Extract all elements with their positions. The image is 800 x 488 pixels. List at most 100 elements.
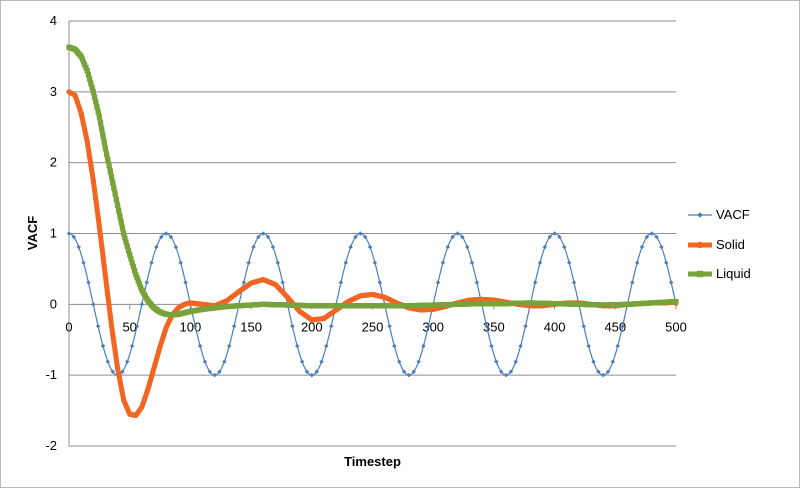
data-point	[88, 162, 94, 168]
data-point	[82, 62, 88, 68]
data-point	[80, 121, 87, 128]
data-point	[120, 369, 125, 374]
data-point	[445, 244, 450, 250]
data-point	[94, 205, 100, 211]
data-point	[135, 278, 141, 284]
data-point	[610, 359, 616, 364]
data-point	[639, 244, 645, 250]
data-point	[450, 234, 455, 240]
data-point	[523, 324, 528, 329]
data-point	[489, 343, 494, 349]
data-point	[153, 356, 160, 363]
data-point	[469, 260, 475, 265]
data-point	[128, 256, 134, 262]
data-point	[88, 80, 94, 86]
data-point	[127, 252, 133, 258]
legend-item-vacf: VACF	[688, 207, 750, 222]
data-point	[79, 116, 85, 122]
data-point	[110, 369, 115, 374]
data-point	[338, 280, 344, 285]
data-point	[111, 339, 117, 346]
data-point	[309, 372, 314, 378]
series-group	[66, 44, 679, 419]
data-point	[562, 244, 567, 250]
data-point	[97, 233, 104, 239]
data-point	[114, 202, 121, 208]
data-point	[518, 343, 523, 349]
data-point	[89, 169, 95, 176]
data-point	[100, 343, 106, 349]
data-point	[90, 89, 96, 95]
data-point	[343, 260, 348, 265]
data-point	[105, 359, 111, 364]
data-point	[122, 235, 128, 241]
data-point	[620, 324, 625, 329]
data-point	[78, 53, 84, 60]
data-point	[101, 139, 107, 145]
data-point	[147, 378, 153, 384]
data-point	[392, 343, 397, 349]
data-point	[329, 324, 334, 329]
x-tick-label: 300	[422, 319, 444, 334]
data-point	[416, 359, 421, 364]
data-point	[202, 359, 208, 364]
data-point	[532, 280, 538, 285]
data-point	[547, 234, 552, 240]
legend-label: Liquid	[716, 266, 751, 281]
data-point	[227, 343, 232, 349]
data-point	[106, 303, 112, 309]
data-point	[673, 298, 679, 305]
data-point	[581, 324, 586, 329]
data-point	[654, 234, 659, 240]
data-point	[280, 280, 285, 285]
data-point	[129, 260, 135, 266]
data-point	[319, 359, 324, 364]
data-point	[138, 284, 144, 290]
data-point	[93, 99, 99, 105]
data-point	[116, 371, 122, 378]
data-point	[82, 127, 88, 133]
data-point	[123, 239, 129, 245]
data-point	[503, 372, 509, 378]
data-point	[105, 293, 111, 299]
data-point	[615, 343, 620, 349]
data-point	[435, 280, 441, 285]
data-point	[596, 369, 601, 374]
data-point	[131, 268, 138, 274]
data-point	[168, 234, 174, 240]
data-point	[87, 154, 93, 160]
data-point	[566, 260, 572, 265]
legend-item-solid: Solid	[688, 237, 745, 252]
data-point	[129, 343, 135, 349]
data-point	[117, 213, 123, 220]
data-point	[513, 359, 518, 364]
data-point	[363, 234, 368, 240]
data-point	[265, 234, 271, 240]
data-point	[105, 157, 111, 163]
data-point	[508, 369, 514, 374]
data-point	[93, 196, 99, 202]
data-point	[630, 280, 635, 285]
data-point	[241, 280, 247, 285]
x-tick-label: 400	[544, 319, 566, 334]
data-point	[110, 331, 116, 337]
data-point	[133, 271, 139, 278]
data-point	[591, 359, 596, 364]
data-point	[231, 324, 237, 329]
data-point	[71, 234, 77, 240]
y-tick-label: 1	[50, 226, 57, 241]
data-point	[112, 348, 118, 354]
legend: VACF Solid Liquid	[688, 207, 751, 281]
data-point	[106, 162, 112, 169]
data-point	[295, 343, 300, 349]
x-axis-title: Timestep	[344, 454, 401, 469]
y-tick-label: -2	[45, 438, 57, 453]
data-point	[314, 369, 319, 374]
data-point	[114, 365, 121, 371]
data-point	[108, 322, 115, 329]
y-axis-title: VACF	[25, 216, 40, 250]
data-point	[290, 324, 295, 329]
data-point	[134, 275, 140, 281]
data-point	[571, 280, 577, 285]
